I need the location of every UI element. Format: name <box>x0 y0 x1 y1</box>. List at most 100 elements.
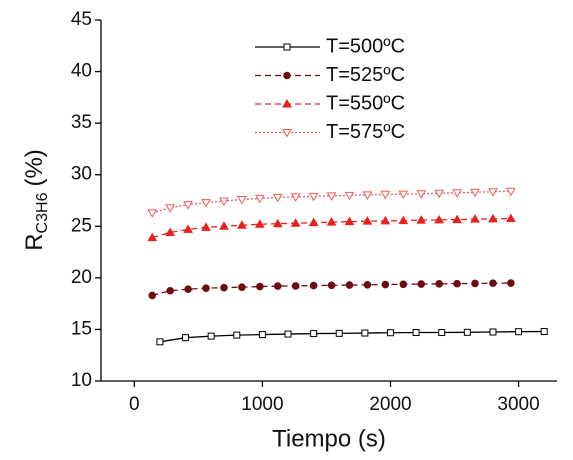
data-point <box>335 329 343 337</box>
y-tick-label: 35 <box>71 112 92 133</box>
legend-marker <box>283 43 291 51</box>
data-point <box>272 193 283 203</box>
data-point <box>207 332 215 340</box>
data-point <box>488 188 498 197</box>
data-point <box>309 281 318 290</box>
legend-text: T=500ºC <box>326 35 405 57</box>
data-point <box>380 215 391 225</box>
data-point <box>165 204 176 213</box>
data-point <box>256 282 264 291</box>
data-point <box>156 338 164 346</box>
data-point <box>363 280 372 289</box>
data-point <box>386 329 394 337</box>
legend-text: T=525ºC <box>326 64 405 86</box>
data-point <box>166 286 174 295</box>
data-point <box>233 331 241 339</box>
data-point <box>220 283 228 292</box>
data-point <box>399 280 408 289</box>
data-point <box>258 331 266 339</box>
data-point <box>362 191 373 200</box>
data-point <box>237 220 247 229</box>
data-point <box>308 192 319 202</box>
data-point <box>183 201 193 210</box>
data-point <box>238 283 246 291</box>
data-point <box>254 194 265 204</box>
data-point <box>308 217 319 227</box>
y-tick-label: 15 <box>71 318 92 339</box>
data-point <box>290 193 301 202</box>
series-line <box>159 330 545 343</box>
data-point <box>254 219 265 228</box>
y-label-unit: (%) <box>21 149 48 186</box>
data-point <box>237 195 247 205</box>
y-label-sub: C3H6 <box>34 192 51 233</box>
y-tick-label: 30 <box>71 164 92 185</box>
data-point <box>453 279 461 288</box>
legend-marker <box>282 98 292 108</box>
data-point <box>273 282 282 290</box>
data-point <box>506 187 516 197</box>
y-tick-label: 20 <box>71 267 92 288</box>
y-tick-label: 45 <box>71 9 92 30</box>
data-point <box>506 213 516 223</box>
data-point <box>412 329 420 337</box>
data-point <box>272 218 283 228</box>
y-tick-label: 10 <box>71 370 92 391</box>
data-point <box>326 217 337 226</box>
data-point <box>489 328 497 336</box>
legend-text: T=550ºC <box>326 92 405 114</box>
data-point <box>470 214 480 223</box>
x-tick-label: 1000 <box>241 394 283 415</box>
data-point <box>398 215 409 225</box>
y-tick-label: 40 <box>71 61 92 82</box>
data-point <box>219 197 229 207</box>
data-point <box>310 330 318 338</box>
data-point <box>416 190 427 199</box>
data-point <box>452 189 462 198</box>
data-point <box>147 232 158 242</box>
data-point <box>470 188 480 198</box>
data-point <box>291 282 300 290</box>
data-point <box>345 281 354 289</box>
data-point <box>148 291 157 300</box>
data-point <box>327 281 336 290</box>
data-point <box>540 327 548 335</box>
data-point <box>201 199 211 208</box>
data-point <box>489 279 497 288</box>
data-point <box>326 192 337 201</box>
legend-text: T=575ºC <box>326 121 405 143</box>
data-point <box>219 221 229 230</box>
data-point <box>290 218 301 227</box>
data-point <box>182 334 190 342</box>
y-axis-title: RC3H6 (%) <box>21 149 51 251</box>
x-axis-title: Tiempo (s) <box>272 425 386 452</box>
data-point <box>344 191 355 201</box>
data-point <box>452 214 462 224</box>
data-point <box>488 213 498 223</box>
data-point <box>398 190 409 200</box>
y-tick-label: 25 <box>71 215 92 236</box>
data-point <box>165 227 176 236</box>
data-point <box>435 280 443 288</box>
y-label-main: R <box>21 233 48 250</box>
data-point <box>471 279 479 288</box>
data-point <box>463 328 471 336</box>
x-tick-label: 2000 <box>369 394 411 415</box>
data-point <box>515 328 523 336</box>
data-point <box>362 216 373 225</box>
data-point <box>184 285 192 294</box>
data-point <box>344 216 355 226</box>
y-axis-title-text: RC3H6 (%) <box>21 149 51 251</box>
legend-marker <box>283 71 291 80</box>
data-point <box>416 215 427 224</box>
data-point <box>507 279 515 287</box>
data-point <box>202 284 210 292</box>
data-point <box>361 329 369 337</box>
data-point <box>380 190 391 200</box>
x-tick-label: 0 <box>129 394 140 415</box>
data-point <box>434 189 445 199</box>
data-point <box>417 280 426 288</box>
data-point <box>284 330 292 338</box>
